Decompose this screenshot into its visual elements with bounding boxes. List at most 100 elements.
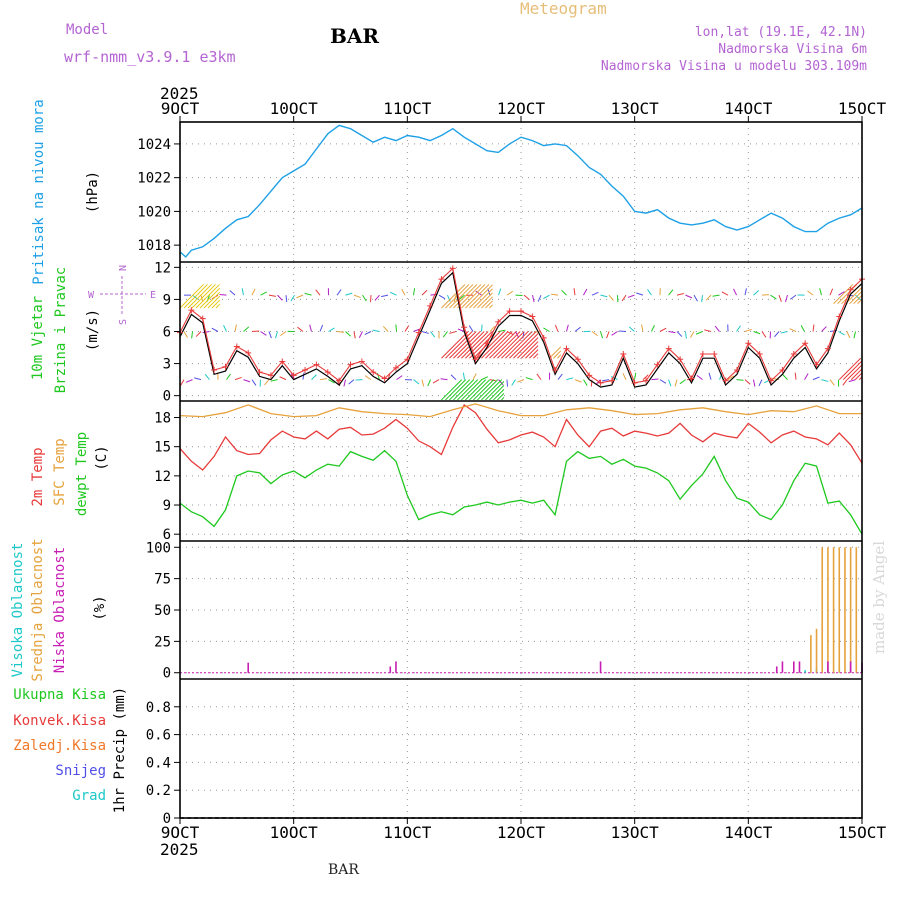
wind-hatch [854,372,863,380]
wind-hatch [441,379,463,401]
wind-arrow [690,331,695,338]
wind-arrow [525,377,533,381]
wind-hatch [461,284,486,309]
wind-gust-marker [711,350,718,357]
wind-arrow [345,292,353,296]
y-tick-label: 0.2 [146,783,171,799]
x-tick-label-bottom: 12OCT [497,823,546,842]
wind-arrow [226,373,231,380]
wind-arrow [583,379,588,386]
wind-arrow [733,288,737,296]
wind-gust-marker [733,366,740,373]
wind-arrow [251,379,257,386]
y-tick-label: 12 [154,260,171,276]
wind-arrow [848,379,856,383]
temp-unit: (C) [94,445,110,470]
y-tick-label: 1024 [137,137,171,153]
wind-hatch [489,331,517,359]
wind-arrow [358,331,363,338]
wind-hatch [849,290,863,305]
wind-arrow [705,294,712,301]
wind-hatch [183,284,208,309]
wind-arrow [651,378,659,381]
temp-2m-line [179,403,863,471]
y-tick-label: 9 [163,498,171,514]
wind-arrow [523,294,530,301]
wind-arrow [413,379,420,385]
wind-hatch [501,397,505,401]
wind-hatch [850,368,863,380]
plot-frame [179,121,863,819]
wind-arrow [778,294,782,302]
wind-hatch [469,284,493,309]
wind-arrow [353,331,356,339]
wind-arrow [241,288,244,296]
wind-arrow [404,325,410,332]
model-elevation-label: Nadmorska Visina u modelu 303.109m [601,59,867,74]
wind-gust-marker [472,356,479,363]
wind-gust-marker [540,334,547,341]
wind-gust-marker [211,366,218,373]
x-tick-label-bottom: 10OCT [270,823,319,842]
wind-gust-marker [324,369,331,376]
wind-gust-marker [643,377,650,384]
wind-gust-marker [631,379,638,386]
precip-side-labels: Ukupna Kisa Konvek.Kisa Zaledj.Kisa Snij… [13,687,128,813]
wind-arrow [853,331,856,339]
wind-arrow [264,379,270,386]
wind-arrow [583,288,588,296]
wind-arrow [279,376,287,381]
wind-arrow [753,290,760,296]
wind-hatch [485,331,513,359]
sfc-legend: SFC Temp [52,438,68,505]
wind-hatch [211,299,221,309]
dewpt-line [179,449,863,535]
precip-snow-legend: Snijeg [55,763,106,779]
precip-unit: 1hr Precip (mm) [112,687,128,813]
wind-hatch [838,357,862,380]
pressure-unit: (hPa) [85,171,101,213]
wind-hatch [521,341,539,359]
wind-arrow [413,288,416,296]
wind-arrow [561,289,567,296]
wind-hatch [465,331,493,359]
wind-arrow [413,328,421,332]
x-tick-label-top: 10OCT [270,99,319,118]
wind-arrow [336,289,342,296]
wind-gust-marker [415,329,422,336]
wind-arrow [194,377,202,381]
wind-hatch [187,284,212,309]
wind-gust-marker [347,361,354,368]
y-tick-label: 6 [163,325,171,341]
precip-freezing-legend: Zaledj.Kisa [13,738,106,754]
wind-arrow [328,327,335,332]
wind-arrow [696,375,703,381]
wind-arrow [591,291,599,296]
bottom-year-label: 2025 [160,840,199,859]
wind-hatch [199,287,221,309]
wind-hatch [449,379,471,401]
wind-arrow [319,378,328,381]
wind-hatch [445,379,467,401]
wind-arrow [753,379,756,387]
wind-gust-marker [756,350,763,357]
wind-arrow [573,288,576,296]
wind-gust-marker [688,375,695,382]
wind-arrow [574,326,581,332]
wind-arrow [668,331,676,334]
wind-arrow [304,292,312,296]
wind-arrow [234,324,237,332]
wind-gust-marker [222,363,229,370]
x-tick-label-bottom: 13OCT [611,823,660,842]
wind-arrow [498,329,506,332]
wind-gust-marker [677,356,684,363]
wind-gust-marker [529,313,536,320]
wind-arrow [432,379,440,384]
wind-side-labels: 10m Vjetar Brzina i Pravac (m/s) N S W E [30,265,156,393]
wind-arrow [566,377,574,381]
wind-arrow [659,327,667,332]
wind-arrow [744,328,752,332]
compass-west: W [88,290,95,301]
wind-arrow [693,294,698,302]
wind-hatch [449,331,477,359]
